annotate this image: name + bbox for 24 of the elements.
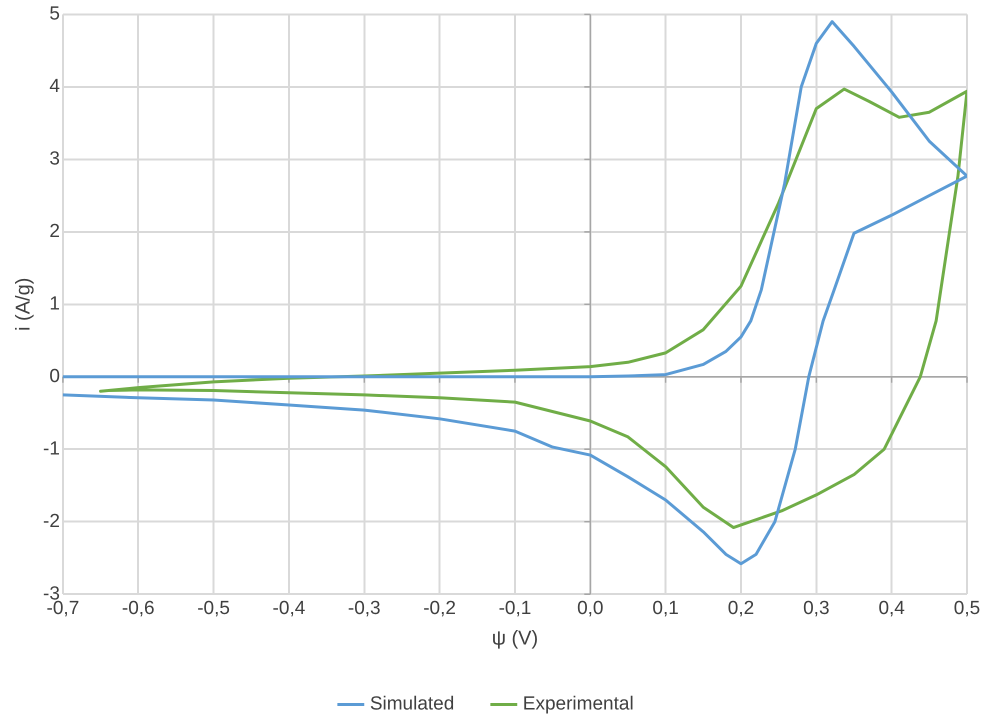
x-tick-label: 0,2 <box>728 598 754 619</box>
x-axis-title: ψ (V) <box>492 628 538 650</box>
x-tick-label: 0,0 <box>577 598 604 619</box>
y-tick-label: 0 <box>49 366 60 388</box>
x-tick-label: 0,3 <box>803 598 830 619</box>
x-tick-label: -0,6 <box>122 598 155 619</box>
y-tick-label: 2 <box>49 221 60 242</box>
y-tick-label: 4 <box>49 76 60 98</box>
y-tick-label: 3 <box>49 148 60 170</box>
x-tick-label: -0,3 <box>348 598 381 619</box>
legend-label: Simulated <box>370 694 454 715</box>
y-tick-label: 5 <box>49 4 60 25</box>
x-tick-label: 0,4 <box>878 598 906 619</box>
x-tick-label: -0,2 <box>423 598 456 619</box>
y-axis-title: i (A/g) <box>12 278 35 331</box>
y-tick-label: -1 <box>42 438 60 460</box>
x-tick-label: -0,5 <box>197 598 230 619</box>
x-tick-label: 0,5 <box>954 598 980 619</box>
x-tick-label: 0,1 <box>652 598 679 619</box>
x-tick-label: -0,4 <box>272 598 306 619</box>
y-tick-label: -2 <box>42 510 60 532</box>
x-tick-label: -0,1 <box>498 598 532 619</box>
y-tick-label: 1 <box>49 294 60 315</box>
legend-label: Experimental <box>522 694 634 715</box>
